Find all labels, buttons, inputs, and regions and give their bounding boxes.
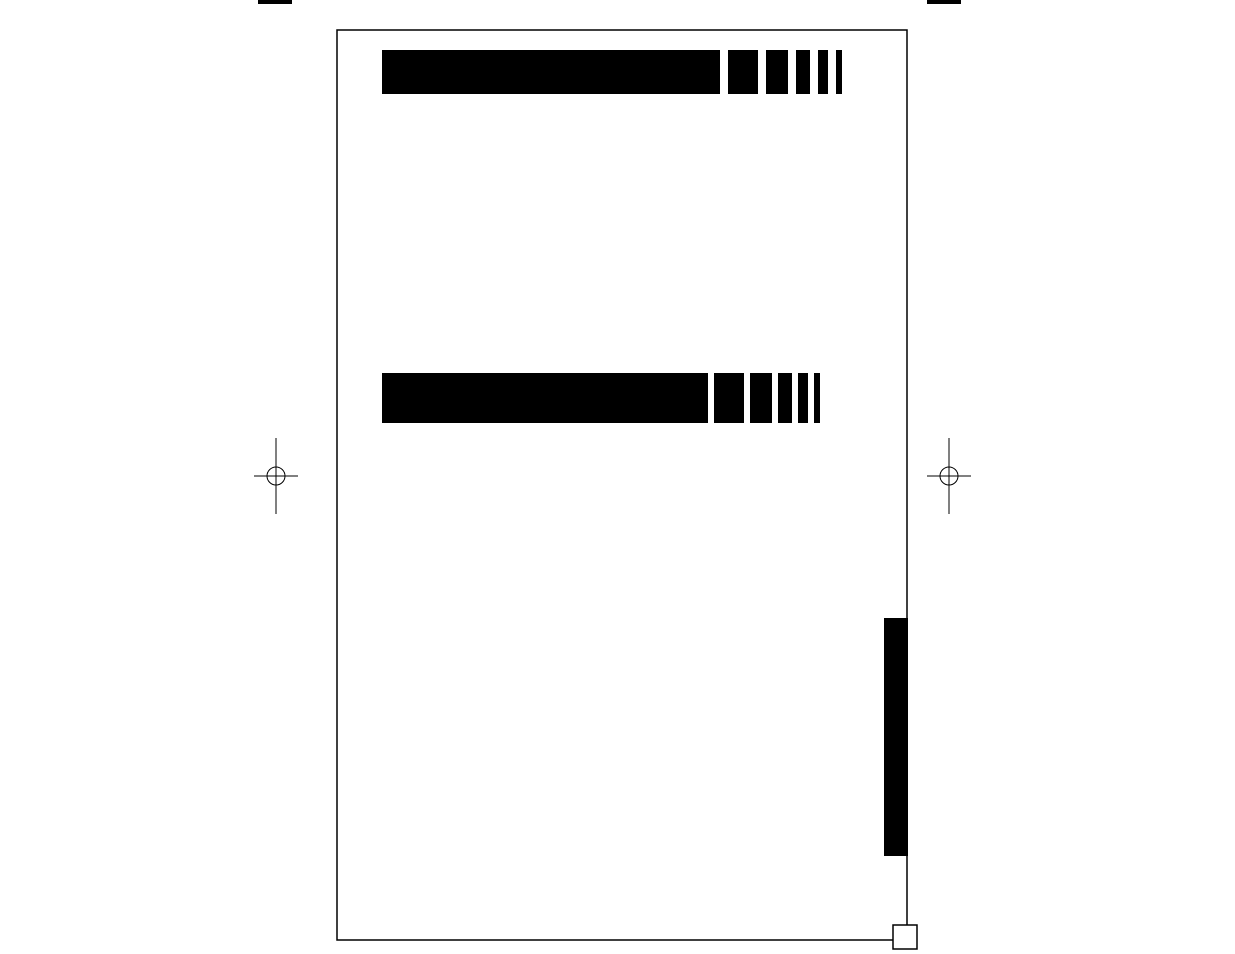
heading-bar-1-seg-4 (798, 373, 808, 423)
crop-mark-right (927, 438, 971, 514)
top-tick-right (927, 0, 961, 4)
heading-bar-0-seg-5 (836, 50, 842, 94)
crop-mark-left (254, 438, 298, 514)
heading-bar-1-seg-5 (814, 373, 820, 423)
heading-bar-0-seg-0 (382, 50, 720, 94)
diagram-canvas (0, 0, 1235, 954)
heading-bar-0-seg-1 (728, 50, 758, 94)
heading-bar-0-seg-2 (766, 50, 788, 94)
heading-bar-1-seg-1 (714, 373, 744, 423)
heading-bar-1-seg-0 (382, 373, 708, 423)
heading-bar-0-seg-4 (818, 50, 828, 94)
corner-square (893, 925, 917, 949)
heading-bar-1-seg-2 (750, 373, 772, 423)
side-tab (884, 618, 908, 856)
top-tick-left (258, 0, 292, 4)
heading-bar-0-seg-3 (796, 50, 810, 94)
heading-bar-1-seg-3 (778, 373, 792, 423)
page-frame (337, 30, 907, 940)
